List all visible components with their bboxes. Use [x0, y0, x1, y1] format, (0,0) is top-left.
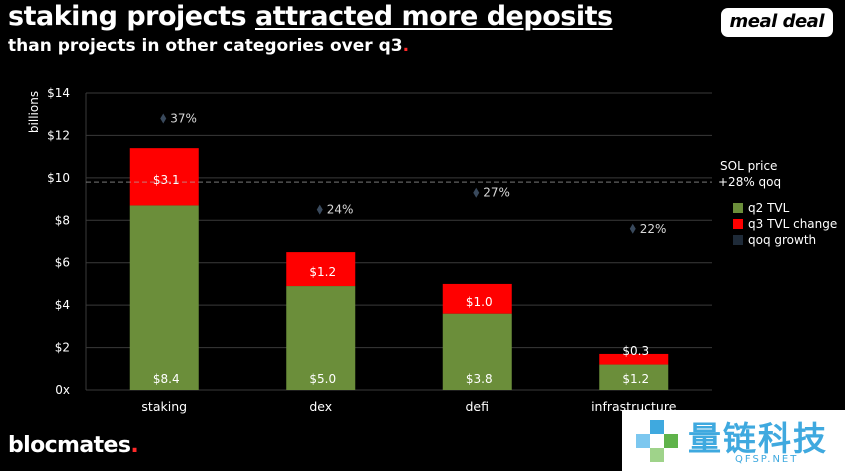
- title-underlined: attracted more deposits: [255, 1, 613, 32]
- growth-marker: [473, 187, 480, 198]
- category-label: defi: [466, 399, 490, 414]
- y-axis-label: billions: [27, 91, 41, 133]
- bar-q3-defi: [442, 283, 512, 314]
- growth-marker: [160, 113, 167, 124]
- growth-marker: [629, 223, 636, 234]
- bar-q2-dex: [286, 286, 356, 390]
- category-label: dex: [309, 399, 332, 414]
- y-axis-ticks: 0x $2 $4 $6 $8 $10 $12 $14: [47, 86, 70, 397]
- watermark: 量链科技 QFSP.NET: [622, 410, 845, 471]
- chart-title: staking projects attracted more deposits: [8, 1, 613, 32]
- category-labels: staking dex defi infrastructure: [141, 399, 676, 414]
- bar-label-q3: $3.1: [153, 173, 180, 187]
- growth-label: 37%: [170, 111, 197, 125]
- legend-swatch: [733, 203, 743, 213]
- legend-swatch: [733, 219, 743, 229]
- bar-q3-staking: [129, 148, 199, 206]
- subtitle-text: than projects in other categories over q…: [8, 36, 403, 56]
- y-tick-label: $4: [55, 298, 70, 312]
- reference-label-1: SOL price: [720, 159, 777, 173]
- growth-label: 22%: [640, 222, 667, 236]
- bar-q3-infrastructure: [599, 353, 669, 365]
- legend-label: q3 TVL change: [748, 217, 837, 231]
- blocmates-brand: blocmates.: [8, 433, 139, 458]
- y-tick-label: $10: [47, 171, 70, 185]
- growth-label: 27%: [483, 186, 510, 200]
- subtitle-dot: .: [402, 36, 410, 56]
- reference-line: SOL price +28% qoq: [86, 159, 781, 189]
- brand-name: blocmates: [8, 433, 131, 458]
- chart-subtitle: than projects in other categories over q…: [8, 36, 409, 56]
- reference-label-2: +28% qoq: [718, 175, 781, 189]
- growth-label: 24%: [327, 203, 354, 217]
- legend-label: q2 TVL: [748, 201, 790, 215]
- y-tick-label: $2: [55, 341, 70, 355]
- y-tick-label: $6: [55, 256, 70, 270]
- watermark-url: QFSP.NET: [735, 454, 799, 465]
- legend: q2 TVL q3 TVL change qoq growth: [733, 201, 837, 247]
- bar-label-q2: $5.0: [309, 372, 336, 386]
- bar-label-q2: $8.4: [153, 372, 180, 386]
- y-tick-label: $12: [47, 128, 70, 142]
- bar-q2-staking: [129, 205, 199, 390]
- bar-q2-infrastructure: [599, 364, 669, 390]
- title-main: staking projects: [8, 1, 255, 32]
- y-tick-label: $8: [55, 213, 70, 227]
- legend-swatch: [733, 235, 743, 245]
- bar-label-q3: $1.0: [466, 295, 493, 309]
- bar-label-q3: $1.2: [309, 265, 336, 279]
- bar-label-q3: $0.3: [622, 344, 649, 358]
- y-tick-label: 0x: [55, 383, 70, 397]
- bar-label-q2: $3.8: [466, 372, 493, 386]
- bar-q3-dex: [286, 252, 356, 287]
- legend-label: qoq growth: [748, 233, 816, 247]
- y-tick-label: $14: [47, 86, 70, 100]
- bar-label-q2: $1.2: [622, 372, 649, 386]
- brand-dot: .: [130, 433, 139, 458]
- growth-marker: [316, 204, 323, 215]
- bars: $8.4 $3.1 $5.0 $1.2 $3.8 $1.0 $1.2 $0.3: [129, 148, 669, 390]
- meal-deal-logo: meal deal: [720, 8, 833, 37]
- category-label: staking: [141, 399, 187, 414]
- bar-q2-defi: [442, 313, 512, 390]
- watermark-logo-icon: [636, 420, 678, 462]
- watermark-chinese: 量链科技: [688, 419, 828, 458]
- growth-markers: 37% 24% 27% 22%: [160, 111, 667, 236]
